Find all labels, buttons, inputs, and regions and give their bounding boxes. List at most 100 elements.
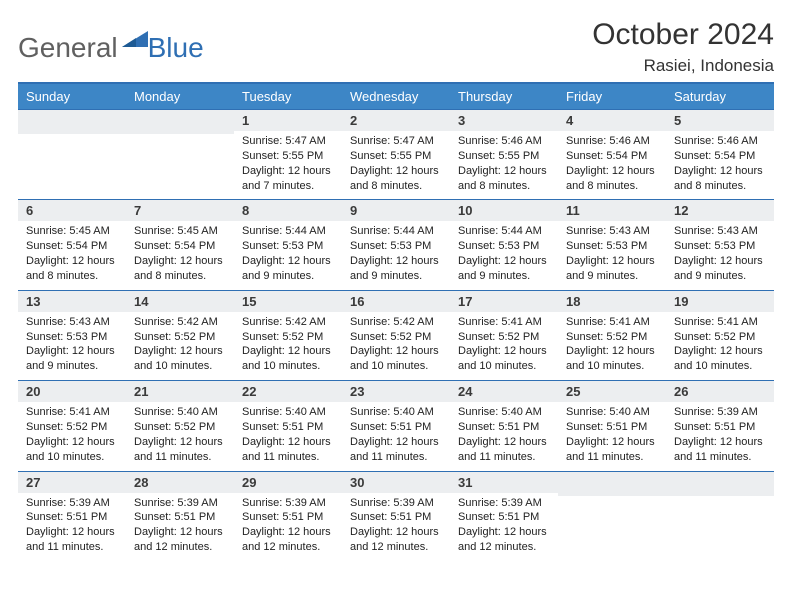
day-number: 6 xyxy=(18,199,126,221)
day-number: 18 xyxy=(558,290,666,312)
title-block: October 2024 Rasiei, Indonesia xyxy=(592,18,774,76)
day-info: Sunrise: 5:41 AMSunset: 5:52 PMDaylight:… xyxy=(558,312,666,380)
sunrise-text: Sunrise: 5:43 AM xyxy=(566,224,658,239)
sunrise-text: Sunrise: 5:45 AM xyxy=(26,224,118,239)
brand-part1: General xyxy=(18,32,118,64)
calendar-day-cell: 26Sunrise: 5:39 AMSunset: 5:51 PMDayligh… xyxy=(666,380,774,470)
weekday-header: Sunday xyxy=(18,84,126,109)
page-title: October 2024 xyxy=(592,18,774,52)
day-info-empty xyxy=(558,496,666,557)
sunrise-text: Sunrise: 5:41 AM xyxy=(566,315,658,330)
sunset-text: Sunset: 5:52 PM xyxy=(674,330,766,345)
calendar-day-cell: 11Sunrise: 5:43 AMSunset: 5:53 PMDayligh… xyxy=(558,199,666,289)
day-number: 1 xyxy=(234,109,342,131)
weekday-header: Saturday xyxy=(666,84,774,109)
daylight-text: Daylight: 12 hours and 10 minutes. xyxy=(458,344,550,374)
daylight-text: Daylight: 12 hours and 10 minutes. xyxy=(134,344,226,374)
day-info: Sunrise: 5:39 AMSunset: 5:51 PMDaylight:… xyxy=(126,493,234,561)
brand-part2: Blue xyxy=(148,32,204,64)
sunset-text: Sunset: 5:51 PM xyxy=(458,420,550,435)
calendar-week-row: 6Sunrise: 5:45 AMSunset: 5:54 PMDaylight… xyxy=(18,199,774,289)
sunrise-text: Sunrise: 5:43 AM xyxy=(674,224,766,239)
daylight-text: Daylight: 12 hours and 12 minutes. xyxy=(350,525,442,555)
sunset-text: Sunset: 5:54 PM xyxy=(674,149,766,164)
day-info: Sunrise: 5:47 AMSunset: 5:55 PMDaylight:… xyxy=(342,131,450,199)
calendar-day-cell: 16Sunrise: 5:42 AMSunset: 5:52 PMDayligh… xyxy=(342,290,450,380)
day-info: Sunrise: 5:40 AMSunset: 5:52 PMDaylight:… xyxy=(126,402,234,470)
sunset-text: Sunset: 5:55 PM xyxy=(350,149,442,164)
calendar-week-row: 13Sunrise: 5:43 AMSunset: 5:53 PMDayligh… xyxy=(18,290,774,380)
calendar-day-cell: 21Sunrise: 5:40 AMSunset: 5:52 PMDayligh… xyxy=(126,380,234,470)
sunrise-text: Sunrise: 5:39 AM xyxy=(26,496,118,511)
daylight-text: Daylight: 12 hours and 11 minutes. xyxy=(134,435,226,465)
sunrise-text: Sunrise: 5:39 AM xyxy=(350,496,442,511)
sunset-text: Sunset: 5:53 PM xyxy=(566,239,658,254)
weekday-header: Tuesday xyxy=(234,84,342,109)
brand-logo: General Blue xyxy=(18,22,204,64)
calendar-day-cell: 1Sunrise: 5:47 AMSunset: 5:55 PMDaylight… xyxy=(234,109,342,199)
day-number: 24 xyxy=(450,380,558,402)
sunset-text: Sunset: 5:51 PM xyxy=(350,420,442,435)
day-info: Sunrise: 5:46 AMSunset: 5:55 PMDaylight:… xyxy=(450,131,558,199)
calendar-week-row: 27Sunrise: 5:39 AMSunset: 5:51 PMDayligh… xyxy=(18,471,774,561)
daylight-text: Daylight: 12 hours and 9 minutes. xyxy=(26,344,118,374)
day-number: 12 xyxy=(666,199,774,221)
daylight-text: Daylight: 12 hours and 9 minutes. xyxy=(350,254,442,284)
day-info-empty xyxy=(18,134,126,195)
calendar-empty-cell xyxy=(666,471,774,561)
day-info: Sunrise: 5:42 AMSunset: 5:52 PMDaylight:… xyxy=(126,312,234,380)
day-number: 2 xyxy=(342,109,450,131)
sunrise-text: Sunrise: 5:41 AM xyxy=(458,315,550,330)
daylight-text: Daylight: 12 hours and 8 minutes. xyxy=(566,164,658,194)
calendar-day-cell: 17Sunrise: 5:41 AMSunset: 5:52 PMDayligh… xyxy=(450,290,558,380)
day-info: Sunrise: 5:41 AMSunset: 5:52 PMDaylight:… xyxy=(450,312,558,380)
sunrise-text: Sunrise: 5:44 AM xyxy=(350,224,442,239)
daylight-text: Daylight: 12 hours and 9 minutes. xyxy=(242,254,334,284)
calendar-day-cell: 13Sunrise: 5:43 AMSunset: 5:53 PMDayligh… xyxy=(18,290,126,380)
sunset-text: Sunset: 5:53 PM xyxy=(242,239,334,254)
daylight-text: Daylight: 12 hours and 8 minutes. xyxy=(26,254,118,284)
sunrise-text: Sunrise: 5:46 AM xyxy=(674,134,766,149)
sunset-text: Sunset: 5:54 PM xyxy=(566,149,658,164)
daylight-text: Daylight: 12 hours and 11 minutes. xyxy=(566,435,658,465)
calendar-day-cell: 30Sunrise: 5:39 AMSunset: 5:51 PMDayligh… xyxy=(342,471,450,561)
sunrise-text: Sunrise: 5:40 AM xyxy=(134,405,226,420)
calendar-day-cell: 5Sunrise: 5:46 AMSunset: 5:54 PMDaylight… xyxy=(666,109,774,199)
daylight-text: Daylight: 12 hours and 11 minutes. xyxy=(674,435,766,465)
calendar-empty-cell xyxy=(558,471,666,561)
calendar-day-cell: 28Sunrise: 5:39 AMSunset: 5:51 PMDayligh… xyxy=(126,471,234,561)
daylight-text: Daylight: 12 hours and 9 minutes. xyxy=(458,254,550,284)
sunrise-text: Sunrise: 5:41 AM xyxy=(26,405,118,420)
sunrise-text: Sunrise: 5:40 AM xyxy=(350,405,442,420)
day-info: Sunrise: 5:39 AMSunset: 5:51 PMDaylight:… xyxy=(234,493,342,561)
sunrise-text: Sunrise: 5:42 AM xyxy=(350,315,442,330)
day-number: 17 xyxy=(450,290,558,312)
calendar-day-cell: 23Sunrise: 5:40 AMSunset: 5:51 PMDayligh… xyxy=(342,380,450,470)
calendar-day-cell: 14Sunrise: 5:42 AMSunset: 5:52 PMDayligh… xyxy=(126,290,234,380)
daylight-text: Daylight: 12 hours and 8 minutes. xyxy=(134,254,226,284)
weekday-header: Wednesday xyxy=(342,84,450,109)
day-number-empty xyxy=(18,109,126,134)
calendar-body: 1Sunrise: 5:47 AMSunset: 5:55 PMDaylight… xyxy=(18,109,774,561)
day-info: Sunrise: 5:44 AMSunset: 5:53 PMDaylight:… xyxy=(450,221,558,289)
calendar-day-cell: 15Sunrise: 5:42 AMSunset: 5:52 PMDayligh… xyxy=(234,290,342,380)
sunrise-text: Sunrise: 5:44 AM xyxy=(242,224,334,239)
calendar-day-cell: 2Sunrise: 5:47 AMSunset: 5:55 PMDaylight… xyxy=(342,109,450,199)
day-number: 31 xyxy=(450,471,558,493)
sunrise-text: Sunrise: 5:47 AM xyxy=(242,134,334,149)
day-number: 4 xyxy=(558,109,666,131)
sunset-text: Sunset: 5:53 PM xyxy=(674,239,766,254)
sunrise-text: Sunrise: 5:41 AM xyxy=(674,315,766,330)
weekday-header-row: SundayMondayTuesdayWednesdayThursdayFrid… xyxy=(18,84,774,109)
sunset-text: Sunset: 5:51 PM xyxy=(566,420,658,435)
sunset-text: Sunset: 5:54 PM xyxy=(26,239,118,254)
calendar-day-cell: 27Sunrise: 5:39 AMSunset: 5:51 PMDayligh… xyxy=(18,471,126,561)
sunset-text: Sunset: 5:52 PM xyxy=(458,330,550,345)
sunrise-text: Sunrise: 5:43 AM xyxy=(26,315,118,330)
sunset-text: Sunset: 5:55 PM xyxy=(242,149,334,164)
daylight-text: Daylight: 12 hours and 10 minutes. xyxy=(26,435,118,465)
day-info: Sunrise: 5:41 AMSunset: 5:52 PMDaylight:… xyxy=(18,402,126,470)
sunset-text: Sunset: 5:52 PM xyxy=(242,330,334,345)
daylight-text: Daylight: 12 hours and 8 minutes. xyxy=(350,164,442,194)
calendar-day-cell: 31Sunrise: 5:39 AMSunset: 5:51 PMDayligh… xyxy=(450,471,558,561)
